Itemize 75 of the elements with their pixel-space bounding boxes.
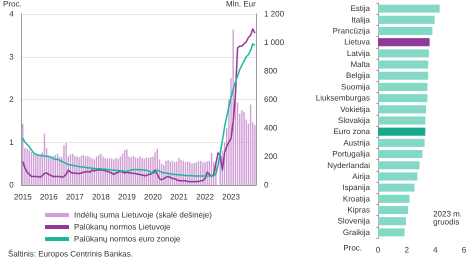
x-tick-label: 2015 <box>14 192 32 202</box>
bar <box>378 16 435 24</box>
bar <box>378 94 428 102</box>
y-tick-label: Slovakija <box>338 116 371 125</box>
bar <box>378 194 410 203</box>
y-tick-label: Slovenija <box>338 216 371 226</box>
bar <box>378 228 405 236</box>
bar <box>378 4 440 13</box>
x-tick-label: 2 <box>404 246 410 254</box>
bar <box>378 206 408 214</box>
bar <box>378 105 426 114</box>
legend-label: Palūkanų normos euro zonoje <box>74 234 181 244</box>
bar <box>378 217 406 226</box>
y2-tick-label: 1 000 <box>264 38 285 47</box>
y-tick-label: Suomija <box>341 82 371 92</box>
y-tick-label: 0 <box>9 180 14 190</box>
x-tick-label: 4 <box>433 246 438 254</box>
y-tick-label: Austrija <box>343 138 371 148</box>
bar <box>378 161 420 170</box>
bar <box>378 128 426 136</box>
text: Šaltinis: Europos Centrinis Bankas. <box>8 250 133 258</box>
bar <box>378 72 428 80</box>
x-tick-label: 0 <box>376 246 381 254</box>
y-tick-label: Prancūzija <box>332 26 371 36</box>
y-tick-label: Belgija <box>346 71 371 80</box>
x-tick-label: 6 <box>462 246 467 254</box>
bar <box>378 49 429 58</box>
y-tick-label: Lietuva <box>344 38 371 47</box>
y-tick-label: 1 <box>9 138 14 147</box>
y-tick-label: Kipras <box>347 206 370 215</box>
x-tick-label: 2023 <box>222 192 240 202</box>
y-tick-label: Euro zona <box>334 127 371 136</box>
bar <box>378 116 426 125</box>
annotation: 2023 m. gruodis <box>433 210 462 226</box>
y-tick-label: Latvija <box>346 48 371 58</box>
y-tick-label: Estija <box>350 4 371 14</box>
y-axis-title: Proc. <box>3 0 22 8</box>
y-tick-label: 2 <box>9 95 14 104</box>
y-tick-label: Portugalija <box>332 150 371 159</box>
bar <box>378 82 428 91</box>
y-tick-label: Vokietija <box>340 104 371 114</box>
y-tick-label: Malta <box>350 60 371 70</box>
x-tick-label: 2021 <box>170 192 188 202</box>
y-tick-label: Italija <box>351 15 371 24</box>
bar <box>378 184 415 192</box>
y-tick-label: 4 <box>9 10 14 18</box>
x-tick-label: 2016 <box>40 192 58 202</box>
y2-tick-label: 800 <box>264 66 278 76</box>
bar <box>378 38 430 46</box>
y-tick-label: Nyderlandai <box>327 160 370 170</box>
y-tick-label: 3 <box>9 52 14 62</box>
bar <box>378 60 428 69</box>
legend-label: Palūkanų normos Lietuvoje <box>74 222 172 232</box>
bar <box>378 172 418 180</box>
y-tick-label: Liuksemburgas <box>316 94 370 103</box>
y2-tick-label: 1 200 <box>264 10 285 18</box>
y-tick-label: Airija <box>352 172 371 181</box>
legend-label: Indėlių suma Lietuvoje (skalė dešinėje) <box>74 210 212 220</box>
y2-tick-label: 600 <box>264 95 278 104</box>
x-tick-label: 2022 <box>196 192 214 202</box>
bar <box>378 26 432 36</box>
y-tick-label: Graikija <box>342 228 371 237</box>
y2-tick-label: 0 <box>264 180 269 190</box>
x-axis-title: Proc. <box>343 244 362 252</box>
y-tick-label: Ispanija <box>342 183 371 192</box>
bar <box>378 150 422 158</box>
bar <box>378 138 425 147</box>
y2-tick-label: 400 <box>264 124 278 132</box>
x-tick-label: 2019 <box>118 192 136 202</box>
x-tick-label: 2017 <box>66 192 84 202</box>
y2-tick-label: 200 <box>264 152 278 161</box>
y2-axis-title: Mln. Eur <box>226 0 256 8</box>
y-tick-label: Kroatija <box>342 194 371 204</box>
x-tick-label: 2020 <box>144 192 162 202</box>
x-tick-label: 2018 <box>92 192 110 202</box>
